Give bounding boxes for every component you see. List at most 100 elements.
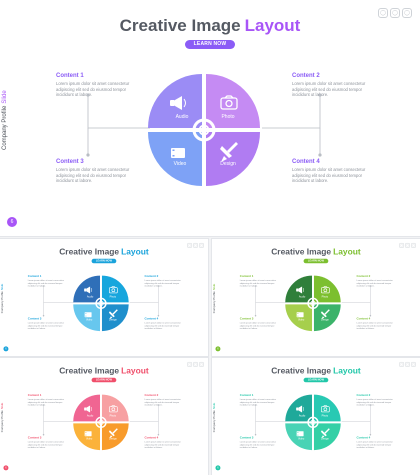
learn-now-button[interactable]: LEARN NOW xyxy=(303,377,329,383)
content-heading: Content 4 xyxy=(292,159,320,165)
quadrant-photo[interactable] xyxy=(313,394,341,422)
content-heading: Content 3 xyxy=(56,159,84,165)
content-block-1: Content 1 Lorem ipsum dolor sit amet con… xyxy=(56,73,144,98)
page-number-badge: 6 xyxy=(215,465,221,471)
quadrant-diagram: Audio Photo Video Design xyxy=(42,394,160,451)
quadrant-photo[interactable] xyxy=(313,275,341,303)
window-control-icon[interactable]: ◯ xyxy=(410,242,416,248)
content-block-1: Content 1 Lorem ipsum dolor sit amet con… xyxy=(28,275,72,287)
connector-dot xyxy=(318,93,322,97)
connector-line xyxy=(43,405,75,422)
window-control-icon[interactable]: ◯ xyxy=(410,361,416,367)
title-main: Creative Image xyxy=(271,365,332,376)
slide-blue-thumbnail[interactable]: ◯ ◯ ◯ Creative Image Layout LEARN NOW Con… xyxy=(0,239,208,356)
sidebar-label: Company ProfileSlide xyxy=(213,279,218,314)
page-number-badge: 6 xyxy=(3,346,9,352)
slide-purple[interactable]: ◯ ◯ ◯ Creative Image Layout LEARN NOW Con… xyxy=(0,0,420,236)
window-control-icon[interactable]: ◯ xyxy=(402,8,412,18)
connector-dot xyxy=(157,314,160,317)
content-block-2: Content 2 Lorem ipsum dolor sit amet con… xyxy=(145,394,189,406)
quadrant-diagram: Audio Photo Video Design xyxy=(254,275,372,332)
connector-dot xyxy=(157,285,160,287)
satellite-icon xyxy=(320,309,330,320)
content-body: Lorem ipsum dolor sit amet consectetur a… xyxy=(27,398,65,407)
connector-dot xyxy=(369,314,372,317)
quadrant-design[interactable] xyxy=(313,304,341,332)
learn-now-button[interactable]: LEARN NOW xyxy=(303,258,329,264)
content-heading: Content 1 xyxy=(27,394,42,398)
window-control-icon[interactable]: ◯ xyxy=(378,8,388,18)
window-controls: ◯ ◯ ◯ xyxy=(187,242,204,248)
hub-inner-ring xyxy=(98,419,104,426)
quadrant-video[interactable] xyxy=(148,132,202,186)
window-control-icon[interactable]: ◯ xyxy=(390,8,400,18)
quadrant-video[interactable] xyxy=(73,304,100,332)
connector-dot xyxy=(254,285,257,287)
quadrant-label: Audio xyxy=(87,295,94,298)
connector-dot xyxy=(254,314,257,317)
quadrant-design[interactable] xyxy=(206,132,260,186)
learn-now-button[interactable]: LEARN NOW xyxy=(185,40,235,49)
connector-dot xyxy=(254,404,257,406)
slide-title: Creative Image Layout xyxy=(0,247,208,257)
slide-green-thumbnail[interactable]: ◯ ◯ ◯ Creative Image Layout LEARN NOW Con… xyxy=(212,239,420,356)
slide-pink-thumbnail[interactable]: ◯ ◯ ◯ Creative Image Layout LEARN NOW Con… xyxy=(0,358,208,475)
window-control-icon[interactable]: ◯ xyxy=(399,361,405,367)
window-control-icon[interactable]: ◯ xyxy=(399,242,405,248)
connector-dot xyxy=(157,404,160,406)
window-control-icon[interactable]: ◯ xyxy=(198,242,204,248)
content-block-3: Content 3 Lorem ipsum dolor sit amet con… xyxy=(240,437,284,449)
satellite-icon xyxy=(220,142,238,162)
center-hub xyxy=(95,416,107,429)
window-control-icon[interactable]: ◯ xyxy=(187,361,193,367)
quadrant-design[interactable] xyxy=(313,423,341,451)
connector-lines xyxy=(86,93,322,157)
speaker-icon xyxy=(296,286,305,294)
quadrant-video[interactable] xyxy=(285,304,312,332)
learn-now-button[interactable]: LEARN NOW xyxy=(91,258,117,264)
quadrant-photo[interactable] xyxy=(101,394,129,422)
content-heading: Content 2 xyxy=(356,275,371,279)
title-main: Creative Image xyxy=(271,246,332,257)
quadrant-label: Audio xyxy=(176,114,189,120)
learn-now-button[interactable]: LEARN NOW xyxy=(91,377,117,383)
window-control-icon[interactable]: ◯ xyxy=(405,242,410,248)
window-control-icon[interactable]: ◯ xyxy=(193,242,198,248)
content-heading: Content 2 xyxy=(356,394,371,398)
quadrant-label: Design xyxy=(109,438,117,441)
window-control-icon[interactable]: ◯ xyxy=(187,242,193,248)
connector-dot xyxy=(369,404,372,406)
window-control-icon[interactable]: ◯ xyxy=(198,361,204,367)
camera-icon xyxy=(109,286,118,294)
content-block-3: Content 3 Lorem ipsum dolor sit amet con… xyxy=(28,318,72,330)
quadrant-video[interactable] xyxy=(285,423,312,451)
slide-content: ◯ ◯ ◯ Creative Image Layout LEARN NOW Con… xyxy=(0,0,420,236)
slide-teal-thumbnail[interactable]: ◯ ◯ ◯ Creative Image Layout LEARN NOW Con… xyxy=(212,358,420,475)
window-controls: ◯ ◯ ◯ xyxy=(399,361,416,367)
content-body: Lorem ipsum dolor sit amet consectetur a… xyxy=(292,167,366,184)
quadrant-video[interactable] xyxy=(73,423,100,451)
video-icon xyxy=(84,431,92,437)
hub-inner-ring xyxy=(198,124,210,136)
content-body: Lorem ipsum dolor sit amet consectetur a… xyxy=(144,398,181,407)
window-control-icon[interactable]: ◯ xyxy=(405,361,410,367)
quadrant-design[interactable] xyxy=(101,304,129,332)
connector-dot xyxy=(86,153,90,157)
content-heading: Content 2 xyxy=(144,275,159,279)
sidebar-main: Company Profile xyxy=(212,291,216,314)
hub-ring xyxy=(307,297,319,310)
quadrant-design[interactable] xyxy=(101,423,129,451)
quadrant-label: Video xyxy=(298,438,305,441)
window-control-icon[interactable]: ◯ xyxy=(193,361,198,367)
quadrant-label: Audio xyxy=(87,414,94,417)
connector-line xyxy=(43,286,75,303)
quadrant-label: Design xyxy=(321,438,329,441)
content-block-3: Content 3 Lorem ipsum dolor sit amet con… xyxy=(56,159,144,184)
content-block-4: Content 4 Lorem ipsum dolor sit amet con… xyxy=(145,437,189,449)
video-icon xyxy=(84,312,92,318)
sidebar-main: Company Profile xyxy=(2,105,8,150)
title-main: Creative Image xyxy=(59,365,120,376)
quadrant-photo[interactable] xyxy=(206,74,260,128)
quadrant-photo[interactable] xyxy=(101,275,129,303)
content-heading: Content 4 xyxy=(356,436,371,440)
